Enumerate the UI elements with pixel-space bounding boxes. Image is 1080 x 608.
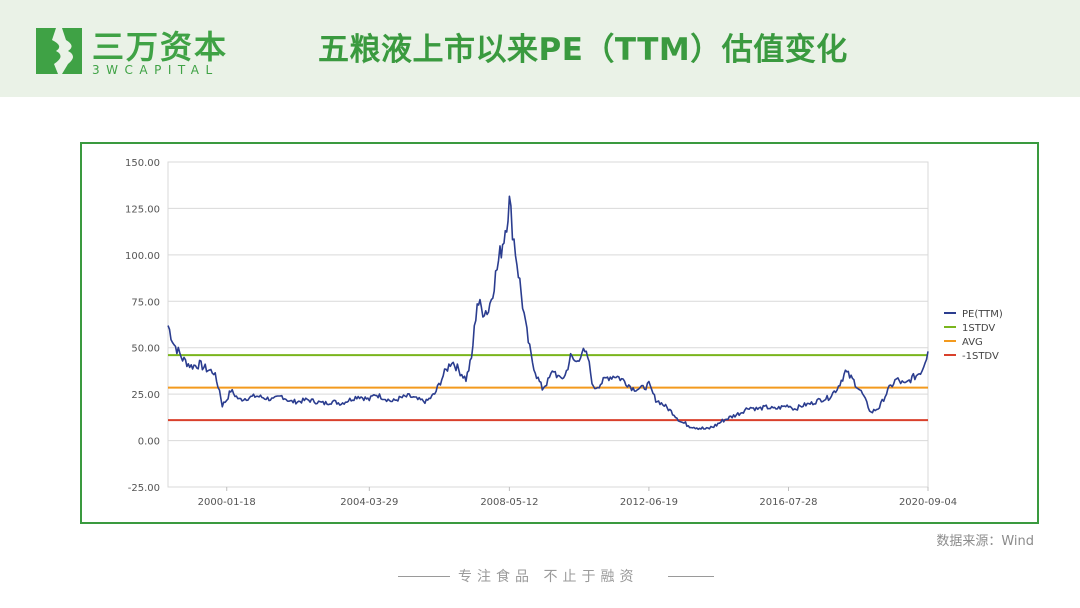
y-tick-label: 125.00 — [125, 204, 160, 215]
y-tick-label: 75.00 — [131, 297, 160, 308]
y-tick-label: 25.00 — [131, 390, 160, 401]
x-tick-label: 2008-05-12 — [480, 497, 538, 508]
y-tick-label: -25.00 — [128, 483, 160, 494]
legend-label: PE(TTM) — [962, 309, 1003, 320]
footer-divider-right — [668, 576, 714, 577]
legend-label: 1STDV — [962, 323, 995, 334]
y-tick-label: 100.00 — [125, 251, 160, 262]
footer-divider-left — [398, 576, 450, 577]
footer-tagline: 专注食品 不止于融资 — [458, 569, 639, 585]
y-tick-label: 150.00 — [125, 158, 160, 169]
x-tick-label: 2020-09-04 — [899, 497, 957, 508]
logo-icon — [36, 28, 82, 74]
pe-chart: 150.00 125.00 100.00 75.00 50.00 25.00 0.00 -25… — [125, 158, 1003, 508]
logo-text: 三万资本 — [92, 28, 229, 66]
x-tick-label: 2016-07-28 — [759, 497, 817, 508]
plot-area — [167, 161, 929, 488]
page-title: 五粮液上市以来PE（TTM）估值变化 — [318, 32, 848, 68]
legend-label: AVG — [962, 337, 983, 348]
y-tick-label: 0.00 — [138, 437, 160, 448]
source-note: 数据来源：Wind — [936, 534, 1034, 549]
chart-frame: 150.00 125.00 100.00 75.00 50.00 25.00 0.00 -25… — [80, 142, 1039, 524]
legend-label: -1STDV — [962, 351, 999, 362]
pe-ttm-line — [167, 195, 929, 431]
x-tick-label: 2012-06-19 — [620, 497, 678, 508]
logo-subtext: 3WCAPITAL — [92, 63, 219, 77]
x-tick-label: 2000-01-18 — [198, 497, 256, 508]
x-tick-label: 2004-03-29 — [340, 497, 398, 508]
header-bar: 三万资本 3WCAPITAL 五粮液上市以来PE（TTM）估值变化 — [0, 0, 1080, 97]
y-tick-label: 50.00 — [131, 344, 160, 355]
